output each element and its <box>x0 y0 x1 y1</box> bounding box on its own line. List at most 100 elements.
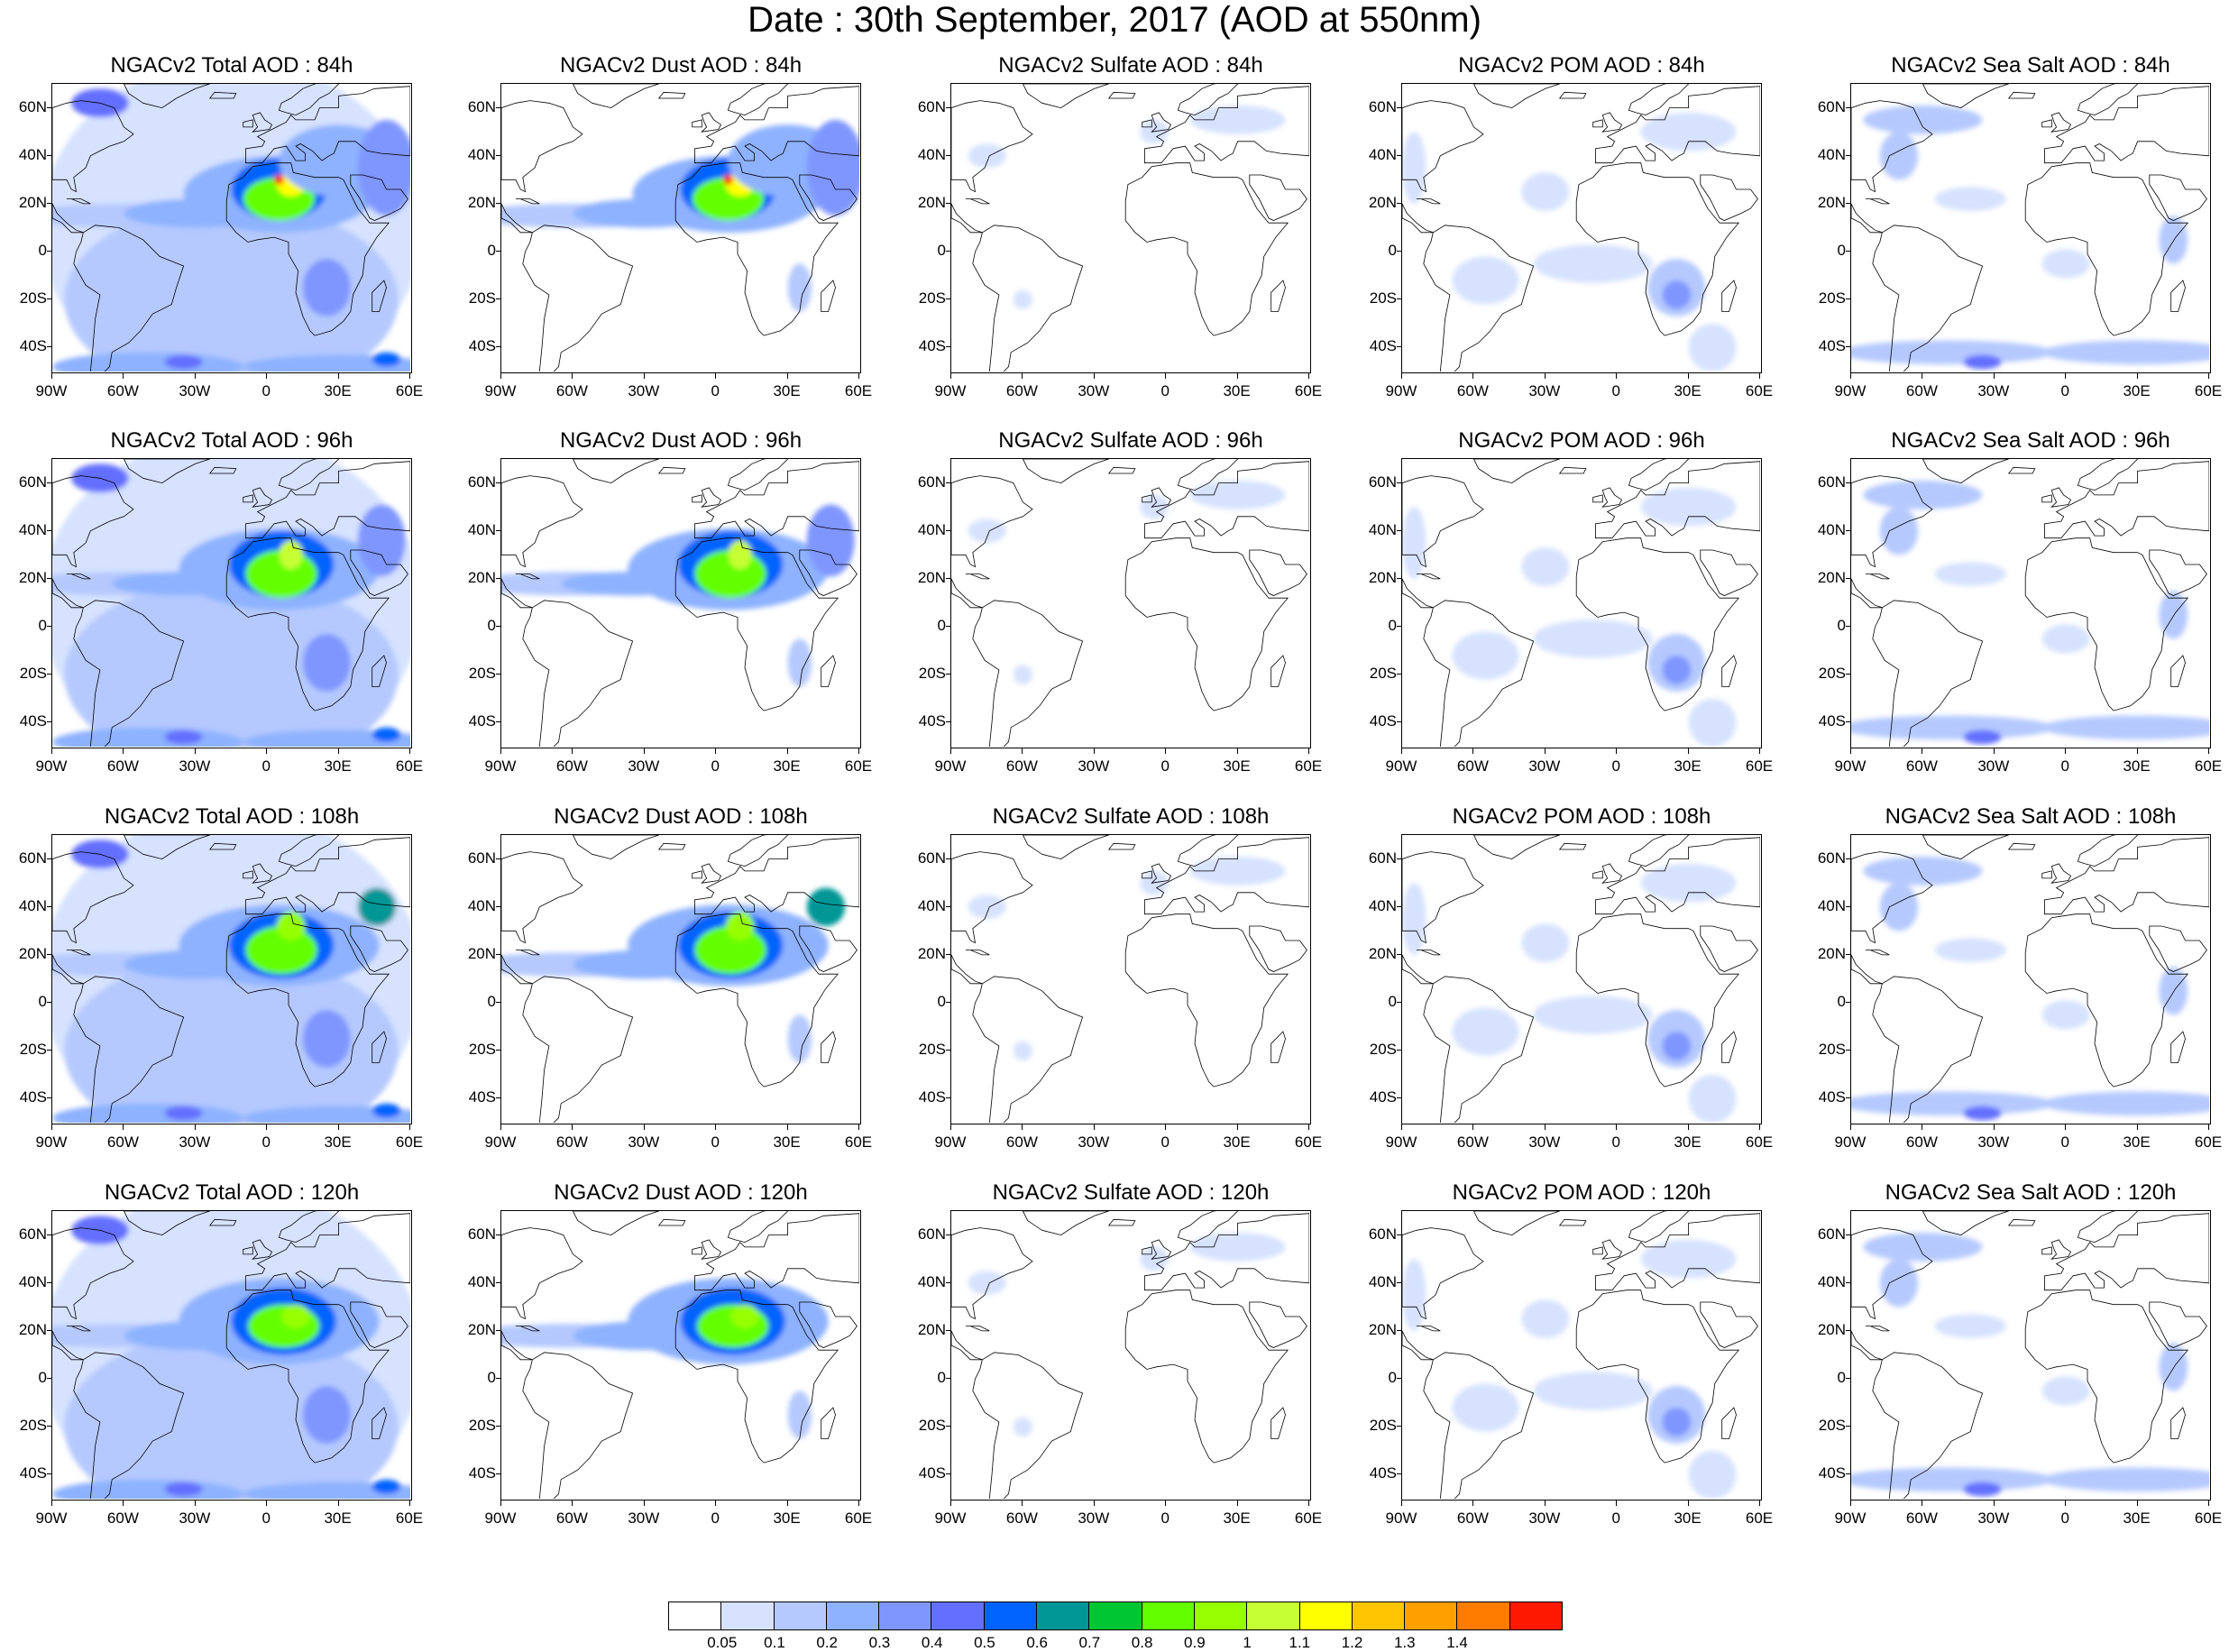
colorbar-label: 0.05 <box>707 1634 738 1651</box>
lon-tick-label: 60W <box>1005 1510 1038 1527</box>
aod-map-sulfate-84h <box>951 84 1309 372</box>
lat-tick <box>1397 202 1401 204</box>
lon-tick-label: 60W <box>106 757 139 775</box>
lat-tick <box>1397 1378 1401 1380</box>
lon-tick <box>1687 373 1689 379</box>
aod-map-pom-96h <box>1402 459 1760 747</box>
lon-tick-label: 60W <box>1905 757 1938 775</box>
lon-tick-label: 60W <box>1456 757 1489 775</box>
lat-tick <box>1397 1473 1401 1475</box>
lon-tick <box>1472 1124 1474 1130</box>
aod-blob <box>243 730 410 747</box>
map-frame <box>500 834 861 1124</box>
map-frame <box>1850 834 2211 1124</box>
lat-tick-label: 20N <box>1817 568 1846 586</box>
lon-tick <box>1165 748 1167 754</box>
colorbar-swatch <box>1352 1602 1406 1629</box>
aod-blob <box>1640 1239 1737 1279</box>
lon-tick <box>2136 373 2138 379</box>
coastline <box>52 1211 410 1499</box>
lat-tick <box>1846 858 1850 859</box>
aod-blob <box>372 727 401 742</box>
lon-tick <box>786 1501 788 1506</box>
lon-tick <box>266 748 268 754</box>
aod-map-seasalt-108h <box>1851 835 2209 1123</box>
coastline <box>52 835 410 1123</box>
coastline <box>1402 835 1760 1123</box>
map-frame <box>51 458 412 748</box>
lon-tick <box>123 1501 124 1506</box>
lon-tick-label: 90W <box>1834 757 1867 775</box>
colorbar-swatch <box>1089 1602 1142 1629</box>
lat-tick <box>1846 106 1850 108</box>
aod-field <box>501 887 846 1063</box>
aod-blob <box>1640 863 1737 903</box>
aod-blob <box>806 887 846 927</box>
lon-tick-label: 30E <box>324 382 352 399</box>
lon-tick <box>2136 1124 2138 1130</box>
aod-blob <box>2041 1467 2209 1492</box>
aod-blob <box>2041 249 2090 279</box>
coastline <box>951 1211 1309 1499</box>
lat-tick <box>1846 1234 1850 1235</box>
lon-tick-label: 90W <box>1385 1510 1417 1527</box>
lat-tick <box>47 298 51 300</box>
lon-tick <box>1401 1501 1402 1506</box>
aod-blob <box>302 1010 351 1068</box>
lat-tick-label: 40S <box>468 1088 496 1106</box>
aod-blob <box>2159 216 2188 264</box>
lat-tick <box>1846 1329 1850 1331</box>
colorbar-swatch <box>669 1602 722 1629</box>
aod-blob <box>787 1390 812 1439</box>
aod-blob <box>243 1106 410 1123</box>
map-frame <box>1401 1210 1762 1501</box>
lat-tick-label: 20S <box>918 1041 946 1059</box>
aod-blob <box>1963 730 2002 745</box>
aod-field <box>1851 105 2209 370</box>
lon-tick-label: 60E <box>1745 382 1774 399</box>
lon-tick <box>1093 373 1095 379</box>
lat-tick-label: 0 <box>937 993 946 1011</box>
lon-tick-label: 90W <box>1834 1133 1867 1151</box>
lat-tick <box>1397 1426 1401 1427</box>
lon-tick-label: 90W <box>35 1133 68 1151</box>
lat-tick-label: 40S <box>1818 712 1846 730</box>
lat-tick <box>47 674 51 675</box>
panel-title: NGACv2 Sulfate AOD : 84h <box>998 53 1263 78</box>
lat-tick <box>47 529 51 531</box>
lon-tick <box>858 748 859 754</box>
lon-tick <box>409 748 410 754</box>
lon-tick-label: 30W <box>1528 1510 1561 1527</box>
lon-tick <box>2065 748 2067 754</box>
aod-map-total-120h <box>52 1211 410 1499</box>
aod-blob <box>1189 856 1286 886</box>
lon-tick <box>643 748 645 754</box>
colorbar-label: 0.3 <box>868 1634 891 1651</box>
lat-tick <box>1846 202 1850 204</box>
lat-tick <box>946 529 950 531</box>
lon-tick-label: 0 <box>711 1510 720 1527</box>
lat-tick <box>47 858 51 859</box>
aod-blob <box>1851 340 2054 365</box>
lon-tick-label: 60E <box>2194 757 2223 775</box>
lat-tick <box>1846 251 1850 252</box>
lon-tick-label: 0 <box>2060 1510 2069 1527</box>
panel-title: NGACv2 Sea Salt AOD : 96h <box>1891 428 2170 453</box>
lat-tick <box>1846 1002 1850 1004</box>
lat-tick-label: 20S <box>1818 665 1846 683</box>
lat-tick-label: 40S <box>918 337 946 355</box>
lon-tick <box>1472 748 1474 754</box>
lat-tick <box>1846 674 1850 675</box>
lon-tick-label: 30W <box>1977 1510 2010 1527</box>
coastline <box>52 84 410 372</box>
aod-field <box>1402 487 1737 747</box>
lat-tick-label: 20N <box>917 568 946 586</box>
lon-tick <box>194 373 196 379</box>
lat-tick <box>946 1097 950 1099</box>
colorbar-label: 1.1 <box>1289 1634 1311 1651</box>
aod-blob <box>1688 1450 1737 1499</box>
lat-tick <box>946 577 950 579</box>
map-frame <box>1401 83 1762 373</box>
lon-tick <box>786 748 788 754</box>
aod-blob <box>2159 967 2188 1015</box>
